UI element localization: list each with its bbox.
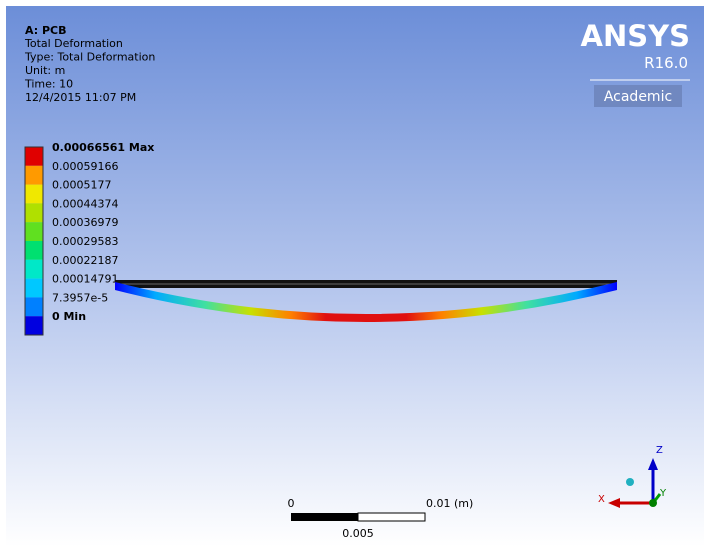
- page: {"header": {"title": "A: PCB", "lines": …: [0, 0, 710, 553]
- model-title: A: PCB: [25, 24, 66, 37]
- legend-label: 0.00029583: [52, 235, 118, 248]
- legend-swatch: [25, 166, 43, 185]
- scale-middle: 0.005: [342, 527, 374, 540]
- legend-swatch: [25, 241, 43, 260]
- y-label: Y: [659, 488, 667, 499]
- legend-swatch: [25, 297, 43, 316]
- z-label: Z: [656, 445, 663, 456]
- legend-label: 0.00066561 Max: [52, 141, 154, 154]
- legend-swatch: [25, 147, 43, 166]
- legend-label: 0.00022187: [52, 254, 118, 267]
- header-line: Time: 10: [24, 78, 73, 91]
- legend-label: 7.3957e-5: [52, 291, 108, 304]
- legend-label: 0 Min: [52, 310, 86, 323]
- header-line: Unit: m: [25, 64, 65, 77]
- legend-swatch: [25, 185, 43, 204]
- legend-label: 0.0005177: [52, 179, 112, 192]
- scale-white: [358, 513, 425, 521]
- legend-swatch: [25, 222, 43, 241]
- legend-label: 0.00014791: [52, 273, 118, 286]
- legend-swatch: [25, 279, 43, 298]
- legend-swatch: [25, 260, 43, 279]
- legend-swatch: [25, 203, 43, 222]
- x-label: X: [598, 494, 605, 505]
- header-line: 12/4/2015 11:07 PM: [25, 91, 136, 104]
- scale-black: [291, 513, 358, 521]
- legend-swatch: [25, 316, 43, 335]
- scale-end: 0.01 (m): [426, 497, 473, 510]
- header-line: Total Deformation: [24, 37, 123, 50]
- triad-ball: [626, 478, 634, 486]
- logo-version: R16.0: [644, 54, 688, 72]
- logo-edition: Academic: [604, 89, 672, 105]
- logo-brand: ANSYS: [581, 19, 691, 53]
- header-line: Type: Total Deformation: [24, 51, 155, 64]
- legend-label: 0.00044374: [52, 197, 118, 210]
- triad-origin: [649, 499, 657, 507]
- viewport: A: PCB Total DeformationType: Total Defo…: [0, 0, 710, 553]
- scale-start: 0: [288, 497, 295, 510]
- legend-label: 0.00036979: [52, 216, 118, 229]
- legend-label: 0.00059166: [52, 160, 118, 173]
